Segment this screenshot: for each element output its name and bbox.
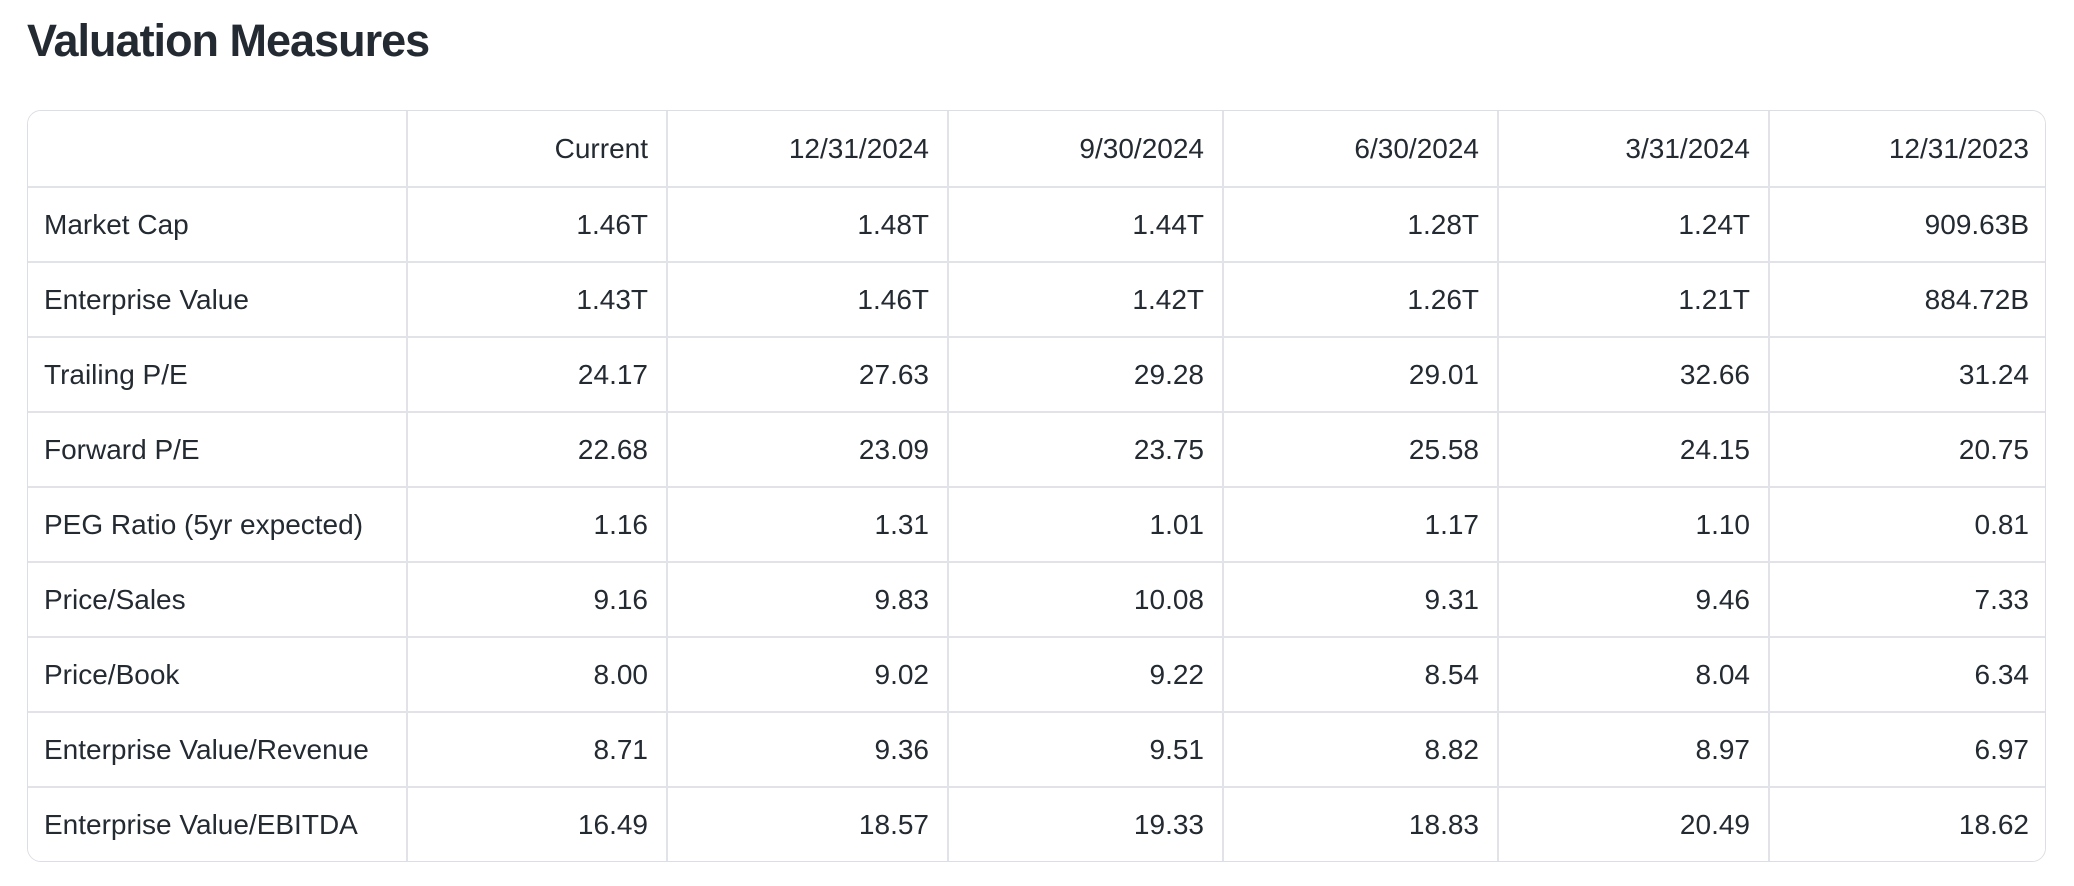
column-header-12-31-2024: 12/31/2024	[666, 111, 947, 186]
cell: 24.17	[406, 336, 666, 411]
cell: 1.16	[406, 486, 666, 561]
cell: 25.58	[1222, 411, 1497, 486]
row-label: Enterprise Value/Revenue	[28, 711, 406, 786]
cell: 884.72B	[1768, 261, 2045, 336]
valuation-table: Current 12/31/2024 9/30/2024 6/30/2024 3/31/…	[28, 111, 2045, 861]
cell: 18.57	[666, 786, 947, 861]
table-row: PEG Ratio (5yr expected) 1.16 1.31 1.01 1.17…	[28, 486, 2045, 561]
cell: 18.83	[1222, 786, 1497, 861]
table-row: Price/Sales 9.16 9.83 10.08 9.31 9.46 7.33	[28, 561, 2045, 636]
row-label: Forward P/E	[28, 411, 406, 486]
table-row: Trailing P/E 24.17 27.63 29.28 29.01 32.66 31.…	[28, 336, 2045, 411]
cell: 8.82	[1222, 711, 1497, 786]
cell: 29.01	[1222, 336, 1497, 411]
cell: 909.63B	[1768, 186, 2045, 261]
cell: 1.01	[947, 486, 1222, 561]
cell: 1.26T	[1222, 261, 1497, 336]
row-label: Market Cap	[28, 186, 406, 261]
column-header-current: Current	[406, 111, 666, 186]
cell: 1.31	[666, 486, 947, 561]
cell: 6.97	[1768, 711, 2045, 786]
column-header-9-30-2024: 9/30/2024	[947, 111, 1222, 186]
table-row: Price/Book 8.00 9.02 9.22 8.54 8.04 6.34	[28, 636, 2045, 711]
cell: 8.04	[1497, 636, 1768, 711]
cell: 19.33	[947, 786, 1222, 861]
row-label: Enterprise Value/EBITDA	[28, 786, 406, 861]
row-label: PEG Ratio (5yr expected)	[28, 486, 406, 561]
cell: 7.33	[1768, 561, 2045, 636]
cell: 8.54	[1222, 636, 1497, 711]
cell: 8.71	[406, 711, 666, 786]
table-row: Enterprise Value 1.43T 1.46T 1.42T 1.26T 1.21…	[28, 261, 2045, 336]
column-header-6-30-2024: 6/30/2024	[1222, 111, 1497, 186]
row-label: Enterprise Value	[28, 261, 406, 336]
cell: 18.62	[1768, 786, 2045, 861]
cell: 1.46T	[666, 261, 947, 336]
column-header-3-31-2024: 3/31/2024	[1497, 111, 1768, 186]
cell: 24.15	[1497, 411, 1768, 486]
cell: 8.00	[406, 636, 666, 711]
cell: 9.83	[666, 561, 947, 636]
cell: 0.81	[1768, 486, 2045, 561]
valuation-measures-table: Current 12/31/2024 9/30/2024 6/30/2024 3/31/…	[27, 110, 2046, 862]
cell: 8.97	[1497, 711, 1768, 786]
page-title: Valuation Measures	[27, 15, 430, 66]
cell: 10.08	[947, 561, 1222, 636]
cell: 1.24T	[1497, 186, 1768, 261]
cell: 6.34	[1768, 636, 2045, 711]
cell: 1.28T	[1222, 186, 1497, 261]
table-row: Market Cap 1.46T 1.48T 1.44T 1.28T 1.24T 909.6…	[28, 186, 2045, 261]
cell: 9.46	[1497, 561, 1768, 636]
cell: 9.16	[406, 561, 666, 636]
row-label: Trailing P/E	[28, 336, 406, 411]
cell: 1.48T	[666, 186, 947, 261]
table-row: Forward P/E 22.68 23.09 23.75 25.58 24.15 20.7…	[28, 411, 2045, 486]
table-body: Market Cap 1.46T 1.48T 1.44T 1.28T 1.24T 909.6…	[28, 186, 2045, 861]
cell: 22.68	[406, 411, 666, 486]
cell: 1.10	[1497, 486, 1768, 561]
cell: 9.31	[1222, 561, 1497, 636]
cell: 9.22	[947, 636, 1222, 711]
row-label: Price/Sales	[28, 561, 406, 636]
cell: 1.42T	[947, 261, 1222, 336]
cell: 16.49	[406, 786, 666, 861]
cell: 20.49	[1497, 786, 1768, 861]
cell: 23.09	[666, 411, 947, 486]
cell: 1.21T	[1497, 261, 1768, 336]
cell: 27.63	[666, 336, 947, 411]
table-row: Enterprise Value/EBITDA 16.49 18.57 19.33 18…	[28, 786, 2045, 861]
corner-cell	[28, 111, 406, 186]
cell: 9.36	[666, 711, 947, 786]
cell: 9.02	[666, 636, 947, 711]
table-row: Enterprise Value/Revenue 8.71 9.36 9.51 8.82…	[28, 711, 2045, 786]
column-header-12-31-2023: 12/31/2023	[1768, 111, 2045, 186]
header-row: Current 12/31/2024 9/30/2024 6/30/2024 3/31/…	[28, 111, 2045, 186]
row-label: Price/Book	[28, 636, 406, 711]
cell: 1.44T	[947, 186, 1222, 261]
cell: 29.28	[947, 336, 1222, 411]
cell: 1.46T	[406, 186, 666, 261]
cell: 1.43T	[406, 261, 666, 336]
cell: 9.51	[947, 711, 1222, 786]
cell: 23.75	[947, 411, 1222, 486]
cell: 32.66	[1497, 336, 1768, 411]
cell: 1.17	[1222, 486, 1497, 561]
table-header: Current 12/31/2024 9/30/2024 6/30/2024 3/31/…	[28, 111, 2045, 186]
cell: 20.75	[1768, 411, 2045, 486]
cell: 31.24	[1768, 336, 2045, 411]
